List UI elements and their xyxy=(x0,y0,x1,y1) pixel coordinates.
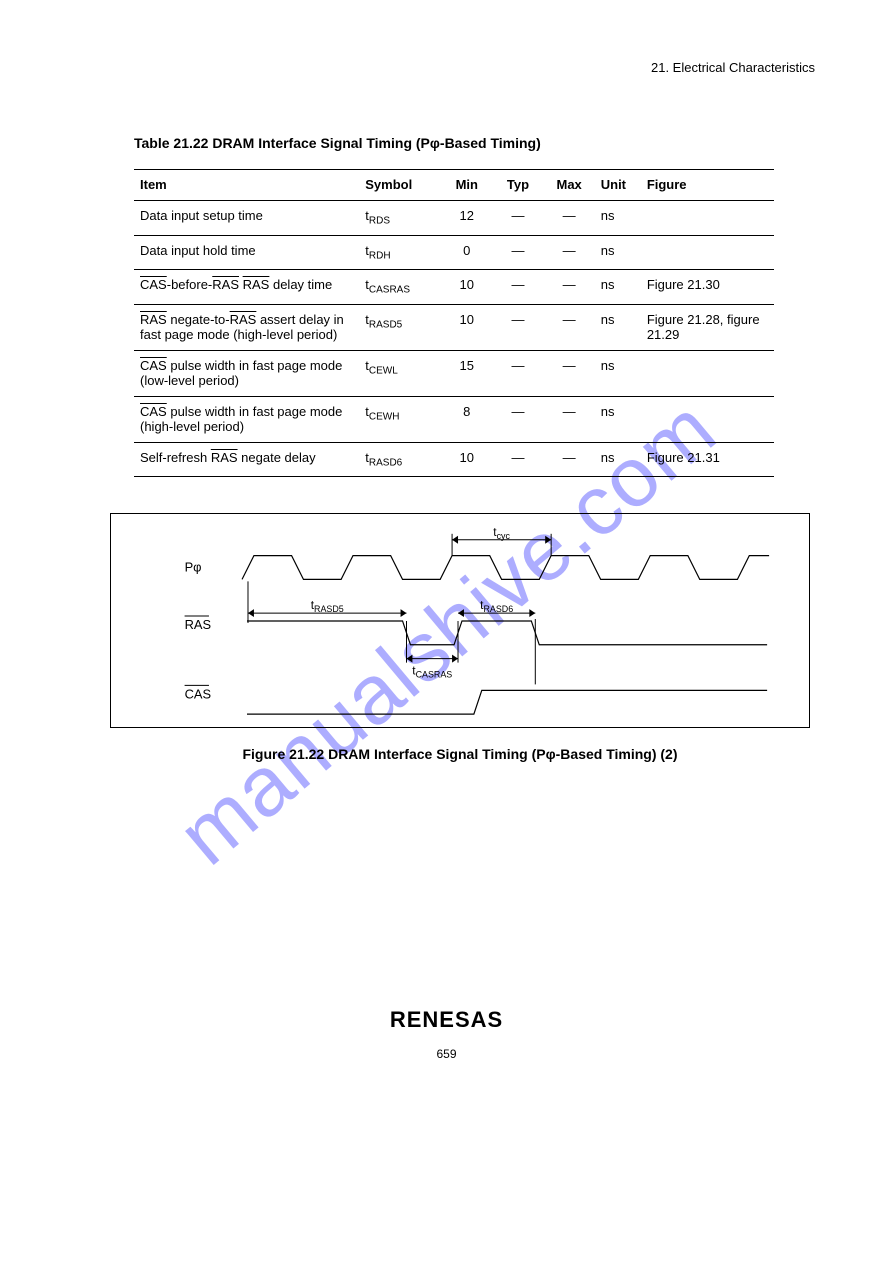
cell-typ: — xyxy=(492,350,543,396)
cell-figure: Figure 21.28, figure 21.29 xyxy=(641,304,774,350)
col-max: Max xyxy=(544,170,595,201)
page-container: 21. Electrical Characteristics Table 21.… xyxy=(0,0,893,762)
table-row: Self-refresh RAS negate delaytRASD610——n… xyxy=(134,442,774,477)
timing-figure: Pφ tcyc RAS tRASD5 tRASD6 tCASRAS CAS xyxy=(110,513,810,728)
col-unit: Unit xyxy=(595,170,641,201)
cell-min: 15 xyxy=(441,350,492,396)
col-typ: Typ xyxy=(492,170,543,201)
cell-symbol: tRASD5 xyxy=(359,304,441,350)
cell-symbol: tCEWH xyxy=(359,396,441,442)
table-header-row: Item Symbol Min Typ Max Unit Figure xyxy=(134,170,774,201)
cell-min: 0 xyxy=(441,235,492,270)
svg-text:tCASRAS: tCASRAS xyxy=(412,664,452,680)
col-symbol: Symbol xyxy=(359,170,441,201)
cell-min: 12 xyxy=(441,201,492,236)
figure-caption: Figure 21.22 DRAM Interface Signal Timin… xyxy=(70,746,850,762)
cell-figure: Figure 21.30 xyxy=(641,270,774,305)
cell-max: — xyxy=(544,304,595,350)
logo-text: RENESAS xyxy=(390,1007,503,1032)
cell-symbol: tRASD6 xyxy=(359,442,441,477)
cell-item: CAS pulse width in fast page mode (high-… xyxy=(134,396,359,442)
cell-figure: Figure 21.31 xyxy=(641,442,774,477)
cell-symbol: tCEWL xyxy=(359,350,441,396)
cell-unit: ns xyxy=(595,304,641,350)
cell-unit: ns xyxy=(595,201,641,236)
cell-typ: — xyxy=(492,442,543,477)
cell-item: Data input hold time xyxy=(134,235,359,270)
table-row: Data input setup timetRDS12——ns xyxy=(134,201,774,236)
cell-item: CAS pulse width in fast page mode (low-l… xyxy=(134,350,359,396)
cell-symbol: tCASRAS xyxy=(359,270,441,305)
table-row: CAS pulse width in fast page mode (high-… xyxy=(134,396,774,442)
spec-table: Item Symbol Min Typ Max Unit Figure Data… xyxy=(134,169,774,477)
cell-unit: ns xyxy=(595,396,641,442)
header-section: 21. Electrical Characteristics xyxy=(70,60,815,75)
cell-unit: ns xyxy=(595,270,641,305)
cell-max: — xyxy=(544,396,595,442)
table-title: Table 21.22 DRAM Interface Signal Timing… xyxy=(134,135,823,151)
cell-typ: — xyxy=(492,201,543,236)
cell-item: RAS negate-to-RAS assert delay in fast p… xyxy=(134,304,359,350)
renesas-logo: RENESAS xyxy=(390,1007,503,1033)
cell-typ: — xyxy=(492,396,543,442)
cell-min: 8 xyxy=(441,396,492,442)
cell-unit: ns xyxy=(595,442,641,477)
svg-text:Pφ: Pφ xyxy=(185,560,202,575)
table-row: Data input hold timetRDH0——ns xyxy=(134,235,774,270)
cell-figure xyxy=(641,396,774,442)
cell-figure xyxy=(641,350,774,396)
col-item: Item xyxy=(134,170,359,201)
cell-min: 10 xyxy=(441,270,492,305)
cell-min: 10 xyxy=(441,442,492,477)
table-row: RAS negate-to-RAS assert delay in fast p… xyxy=(134,304,774,350)
cell-max: — xyxy=(544,235,595,270)
cell-max: — xyxy=(544,201,595,236)
cell-item: CAS-before-RAS RAS delay time xyxy=(134,270,359,305)
cell-figure xyxy=(641,201,774,236)
cell-min: 10 xyxy=(441,304,492,350)
cell-max: — xyxy=(544,442,595,477)
col-figure: Figure xyxy=(641,170,774,201)
svg-text:RAS: RAS xyxy=(185,617,211,632)
table-row: CAS-before-RAS RAS delay timetCASRAS10——… xyxy=(134,270,774,305)
cell-max: — xyxy=(544,270,595,305)
svg-text:tcyc: tcyc xyxy=(493,525,510,541)
cell-unit: ns xyxy=(595,350,641,396)
cell-item: Self-refresh RAS negate delay xyxy=(134,442,359,477)
svg-text:tRASD5: tRASD5 xyxy=(311,598,344,614)
cell-symbol: tRDH xyxy=(359,235,441,270)
cell-typ: — xyxy=(492,235,543,270)
cell-typ: — xyxy=(492,304,543,350)
timing-svg: Pφ tcyc RAS tRASD5 tRASD6 tCASRAS CAS xyxy=(111,514,809,727)
cell-symbol: tRDS xyxy=(359,201,441,236)
page-number: 659 xyxy=(436,1047,456,1061)
col-min: Min xyxy=(441,170,492,201)
cell-item: Data input setup time xyxy=(134,201,359,236)
cell-unit: ns xyxy=(595,235,641,270)
cell-typ: — xyxy=(492,270,543,305)
svg-text:tRASD6: tRASD6 xyxy=(480,598,513,614)
svg-text:CAS: CAS xyxy=(185,687,211,702)
cell-max: — xyxy=(544,350,595,396)
table-row: CAS pulse width in fast page mode (low-l… xyxy=(134,350,774,396)
cell-figure xyxy=(641,235,774,270)
